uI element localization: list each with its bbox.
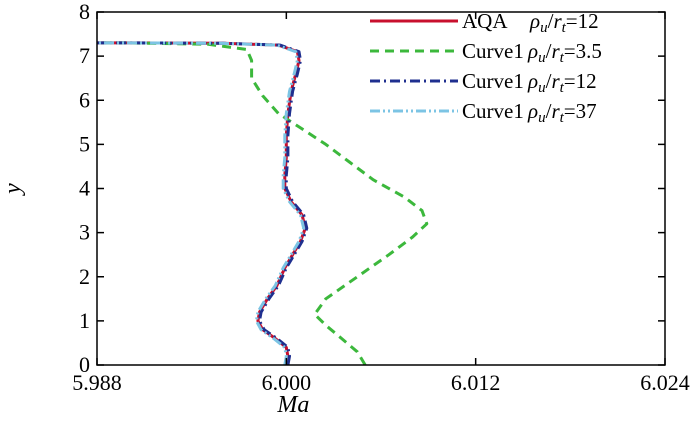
x-tick-label: 5.988: [72, 370, 122, 395]
legend-ratio-3: ρu/rt=12: [527, 69, 597, 96]
y-tick-label: 6: [79, 87, 90, 112]
legend-label-3: Curve1: [462, 69, 524, 93]
y-tick-label: 1: [79, 308, 90, 333]
x-tick-label: 6.012: [451, 370, 501, 395]
legend-label-1: AQA: [462, 9, 508, 33]
y-tick-label: 4: [79, 176, 90, 201]
series-line-4: [97, 41, 306, 365]
legend-label-2: Curve1: [462, 39, 524, 63]
legend-ratio-1: ρu/rt=12: [529, 9, 599, 36]
series-line-1: [97, 41, 307, 365]
series-layer: [97, 41, 429, 365]
x-tick-label: 6.024: [640, 370, 690, 395]
y-tick-label: 2: [79, 264, 90, 289]
y-tick-label: 0: [79, 352, 90, 377]
axes-layer: 5.988 6.000 6.012 6.024 0 1 2 3 4 5 6 7 8 Ma y: [0, 0, 690, 418]
series-line-3: [97, 41, 309, 365]
legend-ratio-2: ρu/rt=3.5: [527, 39, 602, 66]
series-line-2: [97, 41, 429, 365]
legend-ratio-4: ρu/rt=37: [527, 99, 597, 126]
y-tick-label: 5: [79, 131, 90, 156]
y-tick-label: 7: [79, 43, 90, 68]
y-axis-title: y: [0, 183, 26, 196]
y-tick-label: 8: [79, 0, 90, 24]
x-axis-title: Ma: [276, 392, 309, 418]
x-tick-label: 6.000: [262, 370, 312, 395]
y-tick-label: 3: [79, 220, 90, 245]
legend-label-4: Curve1: [462, 99, 524, 123]
plot-frame: [96, 11, 666, 366]
